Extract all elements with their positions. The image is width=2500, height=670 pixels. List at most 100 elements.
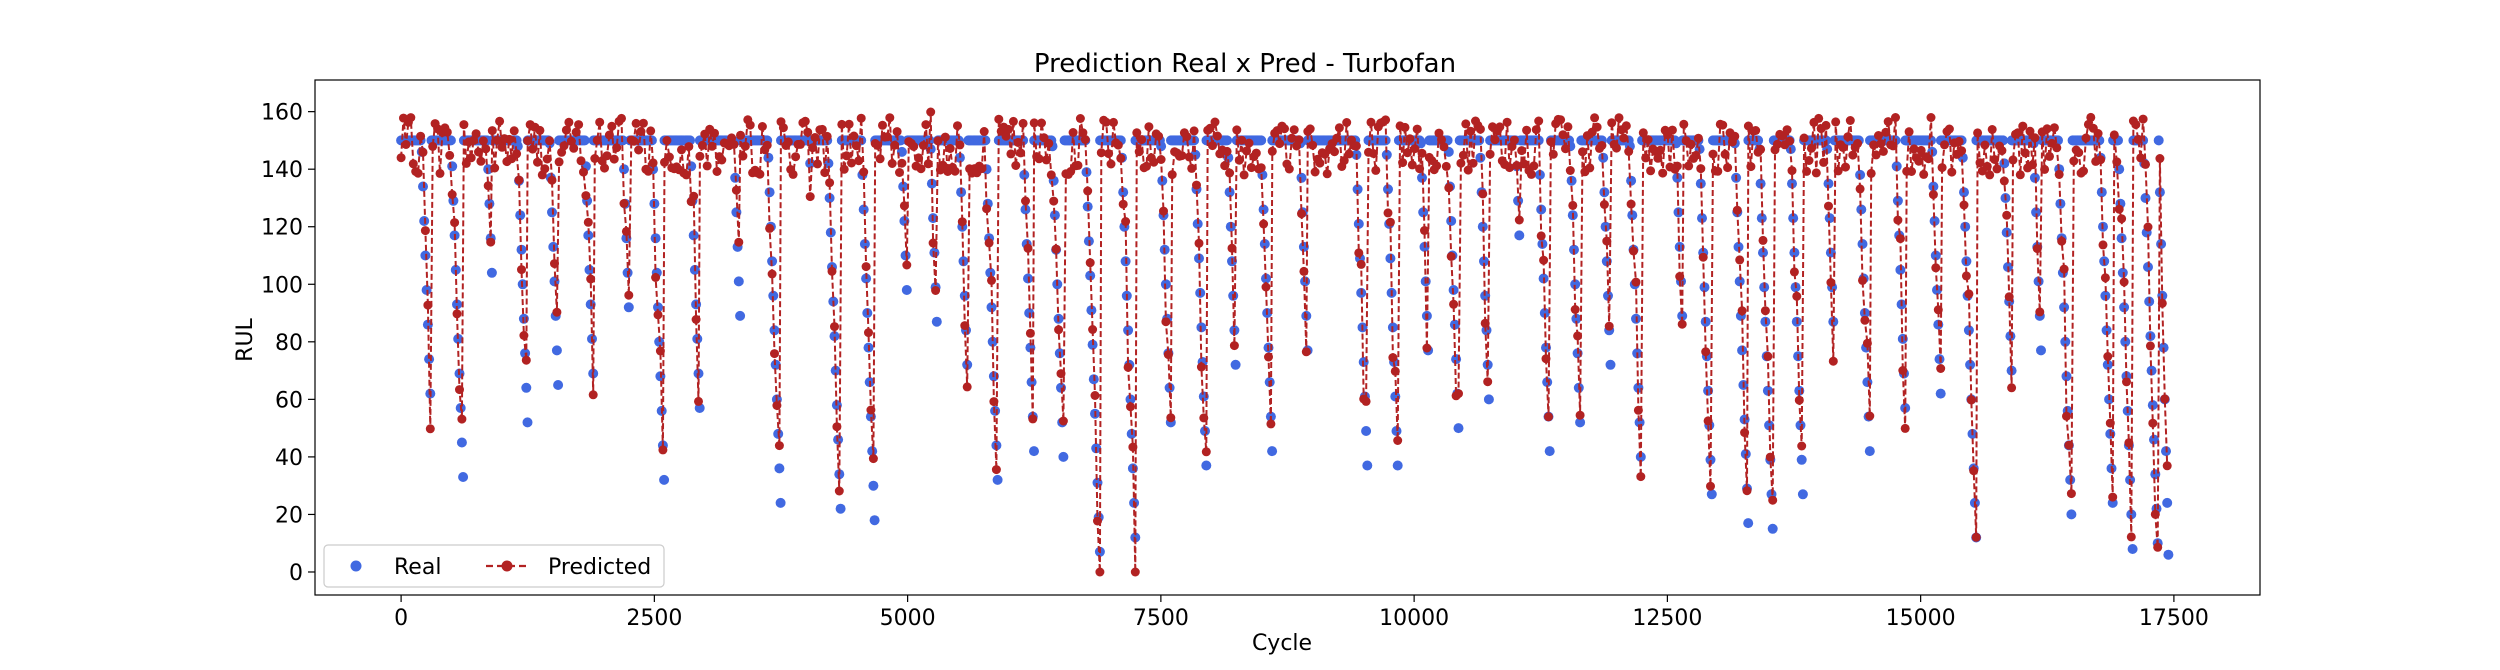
- predicted-point: [1529, 161, 1539, 171]
- predicted-point: [1599, 200, 1609, 209]
- predicted-point: [1737, 306, 1747, 316]
- predicted-point: [1322, 169, 1332, 179]
- predicted-point: [1636, 472, 1646, 482]
- real-point: [829, 331, 840, 342]
- real-point: [450, 264, 461, 275]
- predicted-point: [1381, 115, 1391, 125]
- predicted-point: [1969, 466, 1979, 476]
- predicted-point: [466, 153, 476, 163]
- real-point: [1362, 460, 1373, 471]
- predicted-point: [1189, 126, 1199, 136]
- predicted-point: [1997, 146, 2007, 156]
- predicted-point: [1051, 244, 1061, 254]
- predicted-point: [875, 154, 885, 164]
- predicted-point: [1310, 167, 1320, 177]
- predicted-point: [1732, 205, 1742, 215]
- predicted-point: [1907, 167, 1916, 176]
- real-point: [1477, 221, 1488, 232]
- predicted-point: [1166, 413, 1176, 423]
- predicted-point: [805, 192, 815, 202]
- predicted-point: [1602, 236, 1612, 246]
- predicted-point: [859, 167, 869, 177]
- predicted-point: [1208, 141, 1217, 151]
- predicted-point: [697, 140, 707, 150]
- predicted-point: [689, 191, 699, 201]
- predicted-point: [1018, 118, 1028, 128]
- predicted-point: [1713, 166, 1723, 176]
- predicted-point: [1811, 168, 1821, 178]
- predicted-point: [1095, 567, 1105, 577]
- real-point: [1446, 216, 1457, 226]
- predicted-point: [921, 120, 931, 130]
- predicted-point: [890, 140, 900, 150]
- predicted-point: [1130, 567, 1140, 577]
- real-point: [764, 187, 775, 198]
- predicted-point: [1760, 306, 1770, 316]
- predicted-point: [684, 142, 694, 152]
- predicted-point: [658, 445, 668, 455]
- real-point: [583, 230, 594, 241]
- real-point: [901, 285, 912, 295]
- real-point: [486, 267, 497, 278]
- predicted-point: [2079, 166, 2088, 176]
- predicted-point: [928, 238, 938, 248]
- predicted-point: [882, 132, 892, 142]
- predicted-point: [1073, 160, 1083, 170]
- real-point: [1392, 460, 1403, 471]
- predicted-point: [955, 140, 965, 150]
- predicted-point: [1093, 516, 1102, 526]
- predicted-point: [1480, 318, 1490, 328]
- predicted-point: [778, 123, 788, 133]
- predicted-point: [423, 300, 433, 310]
- predicted-point: [691, 315, 701, 324]
- predicted-point: [523, 136, 533, 146]
- predicted-point: [428, 141, 438, 151]
- predicted-point: [830, 322, 839, 332]
- x-tick-label: 7500: [1133, 606, 1189, 631]
- predicted-point: [979, 127, 989, 136]
- predicted-point: [2162, 461, 2172, 471]
- predicted-point: [1242, 146, 1252, 156]
- predicted-point: [1483, 377, 1493, 387]
- predicted-point: [1229, 341, 1239, 351]
- predicted-point: [2054, 169, 2064, 179]
- predicted-point: [1556, 115, 1566, 125]
- predicted-point: [1982, 161, 1992, 171]
- predicted-point: [810, 133, 820, 142]
- predicted-point: [1446, 252, 1456, 261]
- predicted-point: [514, 175, 524, 185]
- real-point: [1797, 489, 1808, 500]
- predicted-point: [1814, 113, 1824, 123]
- predicted-point: [1794, 395, 1804, 405]
- predicted-point: [1677, 319, 1687, 329]
- predicted-point: [1672, 161, 1682, 171]
- predicted-point: [1546, 137, 1556, 147]
- predicted-point: [1845, 116, 1855, 125]
- predicted-point: [1684, 161, 1694, 171]
- predicted-point: [738, 151, 748, 161]
- predicted-point: [2040, 164, 2050, 174]
- predicted-point: [1330, 147, 1339, 157]
- predicted-point: [1708, 149, 1718, 159]
- real-point: [1571, 313, 1582, 324]
- predicted-point: [1244, 138, 1254, 148]
- predicted-point: [1294, 135, 1304, 145]
- predicted-point: [1083, 186, 1093, 196]
- predicted-point: [1858, 275, 1867, 285]
- y-tick-label: 120: [261, 216, 303, 241]
- predicted-point: [1765, 452, 1775, 462]
- predicted-point: [1866, 168, 1876, 178]
- predicted-point: [1936, 364, 1946, 373]
- predicted-point: [1802, 166, 1812, 176]
- chart-title: Prediction Real x Pred - Turbofan: [1034, 49, 1456, 79]
- predicted-point: [1947, 167, 1957, 177]
- predicted-point: [2002, 210, 2012, 220]
- predicted-point: [655, 346, 665, 356]
- predicted-point: [1106, 159, 1116, 169]
- predicted-point: [401, 140, 411, 149]
- predicted-point: [1931, 263, 1941, 273]
- predicted-point: [2020, 148, 2030, 158]
- real-point: [623, 302, 634, 313]
- predicted-point: [918, 141, 928, 150]
- predicted-point: [564, 117, 574, 127]
